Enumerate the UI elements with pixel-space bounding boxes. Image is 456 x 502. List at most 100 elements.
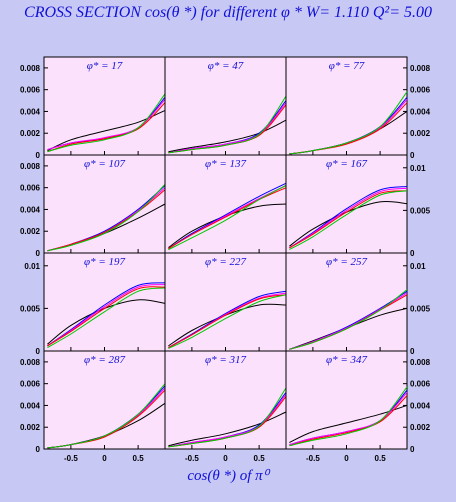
- series-curve: [47, 189, 166, 252]
- series-curve: [47, 383, 166, 449]
- panel-label: φ* = 167: [326, 158, 368, 170]
- panel-label: φ* = 347: [326, 354, 368, 366]
- y-tick-label: 0.01: [410, 262, 426, 271]
- panel-label: φ* = 227: [205, 256, 247, 268]
- series-curve: [168, 294, 287, 349]
- y-tick-label: 0.004: [410, 107, 431, 116]
- y-tick-label: 0.004: [20, 107, 41, 116]
- panel-label: φ* = 317: [205, 354, 247, 366]
- y-tick-label: 0.004: [20, 401, 41, 410]
- y-tick-label: 0: [410, 151, 415, 160]
- panel-2: 0 0.002 0.004 0.006 0.008 φ* = 77: [285, 56, 431, 160]
- series-curve: [47, 102, 166, 153]
- y-tick-label: 0.002: [410, 129, 431, 138]
- y-tick-label: 0.006: [410, 380, 431, 389]
- y-tick-label: 0.002: [20, 129, 41, 138]
- x-tick-label: -0.5: [64, 454, 78, 463]
- y-tick-label: 0.008: [410, 358, 431, 367]
- y-tick-label: 0: [36, 249, 41, 258]
- panel-frame: [285, 56, 408, 156]
- x-tick-label: 0.5: [375, 454, 387, 463]
- series-curve: [168, 119, 287, 153]
- y-tick-label: 0.008: [20, 162, 41, 171]
- series-curve: [289, 386, 408, 447]
- y-tick-label: 0.006: [410, 86, 431, 95]
- series-curve: [168, 290, 287, 349]
- panel-label: φ* = 77: [329, 60, 365, 72]
- panel-label: φ* = 287: [84, 354, 126, 366]
- series-curve: [168, 102, 287, 154]
- series-curve: [289, 289, 408, 350]
- series-curve: [47, 99, 166, 151]
- y-tick-label: 0.002: [20, 227, 41, 236]
- series-curve: [47, 287, 166, 349]
- panel-4: φ* = 137: [164, 154, 287, 254]
- series-curve: [168, 185, 287, 251]
- series-curve: [289, 392, 408, 446]
- y-tick-label: 0.004: [410, 401, 431, 410]
- x-tick-label: 0: [223, 454, 228, 463]
- y-tick-label: 0.008: [410, 64, 431, 73]
- y-tick-label: 0.005: [410, 206, 431, 215]
- y-tick-label: 0: [410, 347, 415, 356]
- figure-title: CROSS SECTION cos(θ *) for different φ *…: [24, 4, 432, 21]
- x-tick-label: 0.5: [133, 454, 145, 463]
- series-curve: [289, 187, 408, 249]
- series-curve: [47, 93, 166, 153]
- panel-label: φ* = 137: [205, 158, 247, 170]
- series-curve: [168, 411, 287, 447]
- panel-6: 0 0.005 0.01 φ* = 197: [20, 252, 166, 356]
- panel-frame: [164, 56, 287, 156]
- panel-1: φ* = 47: [164, 56, 287, 156]
- y-tick-label: 0: [36, 347, 41, 356]
- panel-11: 0 0.002 0.004 0.006 0.008 -0.5 0 0.5 φ* = 347: [285, 350, 431, 463]
- panel-7: φ* = 227: [164, 252, 287, 352]
- x-tick-label: -0.5: [185, 454, 199, 463]
- x-tick-label: 0: [344, 454, 349, 463]
- y-tick-label: 0.008: [20, 64, 41, 73]
- y-tick-label: 0.006: [20, 184, 41, 193]
- series-curve: [168, 182, 287, 250]
- y-tick-label: 0.005: [410, 304, 431, 313]
- series-curve: [289, 190, 408, 251]
- panel-label: φ* = 47: [208, 60, 244, 72]
- x-tick-label: 0: [102, 454, 107, 463]
- y-tick-label: 0.004: [20, 205, 41, 214]
- panel-8: 0 0.005 0.01 φ* = 257: [285, 252, 431, 356]
- panel-3: 0 0.002 0.004 0.006 0.008 φ* = 107: [20, 154, 166, 258]
- series-curve: [289, 190, 408, 249]
- series-curve: [168, 387, 287, 448]
- y-tick-label: 0.006: [20, 380, 41, 389]
- panel-10: -0.5 0 0.5 φ* = 317: [164, 350, 287, 463]
- y-tick-label: 0: [410, 445, 415, 454]
- x-tick-label: -0.5: [306, 454, 320, 463]
- y-tick-label: 0: [36, 151, 41, 160]
- panel-label: φ* = 17: [87, 60, 123, 72]
- panel-label: φ* = 257: [326, 256, 368, 268]
- series-curve: [289, 395, 408, 447]
- x-tick-label: 0.5: [254, 454, 266, 463]
- y-tick-label: 0.01: [24, 262, 40, 271]
- series-curve: [168, 294, 287, 349]
- series-curve: [289, 91, 408, 155]
- panel-5: 0 0.005 0.01 φ* = 167: [285, 154, 431, 258]
- series-curve: [168, 394, 287, 448]
- panel-label: φ* = 197: [84, 256, 126, 268]
- series-curve: [47, 184, 166, 252]
- y-tick-label: 0.01: [410, 164, 426, 173]
- series-curve: [47, 286, 166, 347]
- panel-9: 0 0.002 0.004 0.006 0.008 -0.5 0 0.5 φ* = 287: [20, 350, 166, 463]
- panel-frame: [285, 252, 408, 352]
- y-tick-label: 0: [36, 445, 41, 454]
- x-axis-label: cos(θ *) of π⁰: [187, 468, 269, 484]
- y-tick-label: 0: [410, 249, 415, 258]
- y-tick-label: 0.008: [20, 358, 41, 367]
- panel-0: 0 0.002 0.004 0.006 0.008 φ* = 17: [20, 56, 166, 160]
- series-curve: [168, 187, 287, 250]
- series-curve: [168, 95, 287, 154]
- panel-label: φ* = 107: [84, 158, 126, 170]
- y-tick-label: 0.006: [20, 86, 41, 95]
- y-tick-label: 0.002: [20, 423, 41, 432]
- y-tick-label: 0.005: [20, 304, 41, 313]
